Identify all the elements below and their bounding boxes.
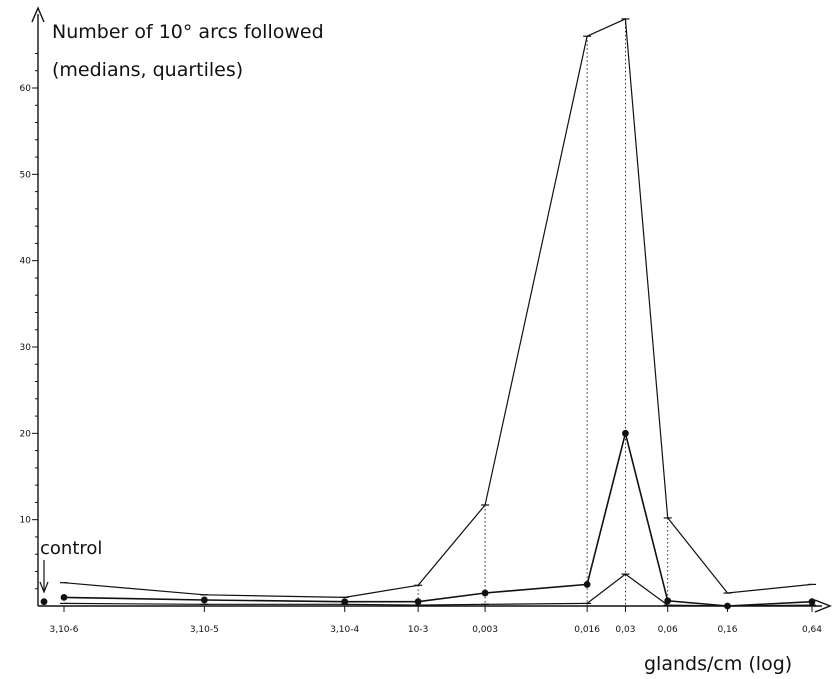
series-layer — [40, 18, 816, 610]
x-tick-label: 0,016 — [574, 625, 600, 635]
median-point — [414, 598, 422, 606]
x-tick-label: 3,10-6 — [49, 625, 78, 635]
y-ticks: 10 20 30 40 50 60 — [20, 52, 38, 590]
x-tick-label: 10-3 — [408, 625, 428, 635]
x-tick-label: 0,003 — [472, 625, 498, 635]
x-tick-label: 0,16 — [717, 625, 737, 635]
y-tick-label: 40 — [20, 257, 32, 267]
median-point — [200, 596, 208, 604]
median-point — [60, 593, 68, 601]
control-label: control — [40, 538, 102, 559]
median-point — [808, 598, 816, 606]
x-axis-arrow — [814, 599, 832, 613]
median-point — [341, 598, 349, 606]
chart-title-line-2: (medians, quartiles) — [52, 59, 243, 81]
y-tick-label: 30 — [20, 343, 32, 353]
x-tick-label: 0,06 — [658, 625, 678, 635]
y-tick-label: 20 — [20, 429, 32, 439]
y-axis-arrow — [31, 6, 45, 23]
control-median-point — [40, 598, 48, 606]
median-point — [583, 581, 591, 588]
x-ticks: 3,10-6 3,10-5 3,10-4 10-3 0,003 0,016 0,03 0,06… — [49, 606, 822, 635]
median-line — [63, 433, 813, 607]
control-arrow-head — [39, 581, 49, 594]
y-tick-label: 50 — [20, 170, 32, 180]
chart-title-line-1: Number of 10° arcs followed — [52, 21, 324, 43]
lower-quartile-line — [63, 573, 813, 607]
x-tick-label: 3,10-4 — [330, 625, 359, 635]
x-tick-label: 0,03 — [615, 625, 635, 635]
median-point — [664, 597, 672, 605]
x-tick-label: 0,64 — [802, 625, 822, 635]
median-point — [481, 589, 489, 597]
y-tick-label: 60 — [20, 84, 32, 94]
dotted-guides — [417, 18, 669, 606]
x-axis-label: glands/cm (log) — [644, 653, 792, 675]
y-tick-label: 10 — [20, 516, 32, 526]
median-point — [622, 429, 629, 437]
upper-quartile-line — [63, 18, 813, 599]
x-tick-label: 3,10-5 — [190, 625, 219, 635]
